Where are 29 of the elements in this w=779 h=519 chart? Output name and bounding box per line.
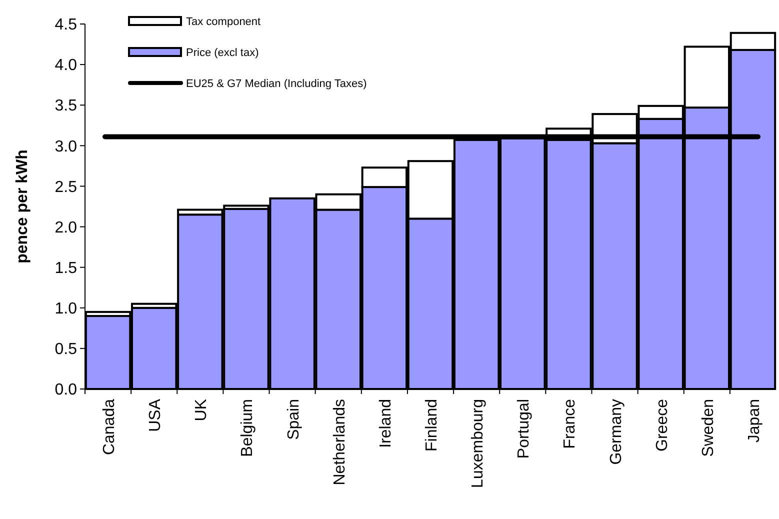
x-tick-label: Greece	[654, 398, 671, 452]
x-tick-label: Netherlands	[331, 399, 348, 486]
x-tick-label: Portugal	[516, 399, 533, 459]
y-tick-label: 2.5	[54, 178, 78, 196]
x-tick-label: Sweden	[700, 399, 717, 457]
x-tick-label: Luxembourg	[470, 399, 487, 488]
y-tick-label: 4.0	[54, 57, 78, 74]
y-tick-label: 2.0	[54, 219, 78, 236]
x-tick-label: France	[562, 398, 579, 449]
legend-label: Tax component	[186, 16, 261, 28]
y-tick-label: 0.0	[54, 382, 78, 399]
y-tick-label: 1.0	[54, 300, 78, 318]
y-tick-label: 0.5	[54, 341, 78, 358]
legend-label: Price (excl tax)	[186, 46, 259, 59]
y-tick-label: 3.5	[54, 98, 78, 115]
legend-label: EU25 & G7 Median (Including Taxes)	[186, 78, 367, 90]
y-tick-label: 1.5	[54, 260, 78, 277]
x-tick-label: Belgium	[239, 399, 256, 457]
x-tick-label: Spain	[285, 399, 302, 440]
x-tick-label: Canada	[101, 398, 118, 456]
x-tick-label: USA	[147, 398, 164, 432]
x-tick-label: Finland	[424, 399, 440, 452]
x-tick-label: Ireland	[377, 399, 394, 448]
y-axis-title: pence per kWh	[14, 150, 31, 264]
x-tick-label: Germany	[608, 399, 625, 465]
y-tick-label: 3.0	[54, 138, 78, 156]
x-tick-label: UK	[193, 398, 210, 422]
x-tick-label: Japan	[746, 399, 763, 443]
y-tick-label: 4.5	[54, 16, 78, 34]
